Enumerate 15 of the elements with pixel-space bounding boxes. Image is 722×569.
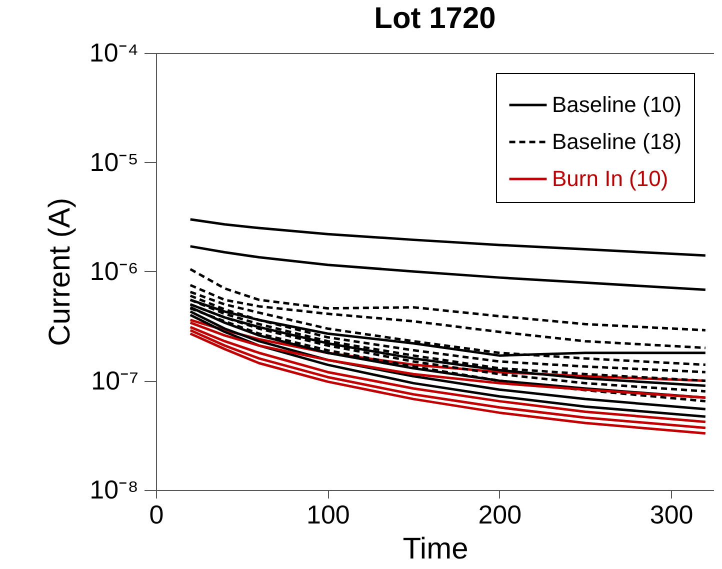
legend-label: Baseline (18) [552, 129, 682, 154]
y-tick-label: 10⁻⁸ [90, 474, 138, 504]
chart-title: Lot 1720 [374, 2, 496, 35]
y-tick-label: 10⁻⁴ [89, 38, 138, 68]
y-axis-title: Current (A) [43, 198, 76, 346]
legend-label: Baseline (10) [552, 92, 682, 117]
x-tick-label: 200 [478, 500, 522, 530]
y-tick-label: 10⁻⁷ [91, 365, 138, 396]
y-tick-label: 10⁻⁵ [90, 146, 138, 177]
x-tick-label: 300 [650, 500, 694, 530]
y-tick-label: 10⁻⁶ [90, 256, 138, 286]
x-tick-label: 100 [306, 500, 350, 530]
x-tick-label: 0 [149, 500, 164, 530]
legend-label: Burn In (10) [552, 166, 668, 191]
x-axis-title: Time [402, 532, 468, 566]
